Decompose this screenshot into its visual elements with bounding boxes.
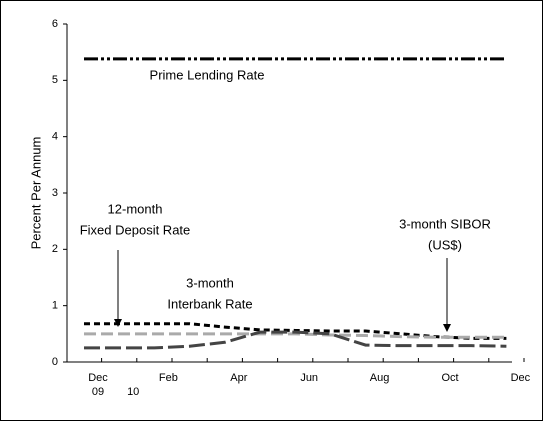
- y-tick-label: 6: [52, 18, 58, 30]
- annotation: 3-month SIBOR: [399, 216, 491, 231]
- x-tick-label: Feb: [159, 372, 178, 384]
- series-line: [84, 332, 507, 339]
- x-tick-label: Apr: [230, 372, 247, 384]
- y-tick-label: 5: [52, 74, 58, 86]
- annotation: 12-month: [108, 201, 163, 216]
- annotation: Prime Lending Rate: [150, 67, 265, 82]
- x-tick-label: Aug: [370, 372, 390, 384]
- y-tick-label: 2: [52, 243, 58, 255]
- annotation: Fixed Deposit Rate: [80, 222, 191, 237]
- x-year-label: 10: [127, 386, 139, 398]
- x-year-label: 09: [92, 386, 104, 398]
- x-tick-label: Dec: [88, 372, 108, 384]
- series-line: [84, 330, 507, 350]
- x-tick-label: Jun: [300, 372, 318, 384]
- y-tick-label: 0: [52, 356, 58, 368]
- y-tick-label: 3: [52, 187, 58, 199]
- x-tick-label: Oct: [441, 372, 458, 384]
- annotation: Interbank Rate: [167, 296, 252, 311]
- y-tick-label: 4: [52, 131, 58, 143]
- x-tick-label: Dec: [511, 372, 531, 384]
- annotation: 3-month: [186, 275, 234, 290]
- y-axis-label: Percent Per Annum: [28, 137, 43, 250]
- series-line: [84, 322, 507, 340]
- y-tick-label: 1: [52, 300, 58, 312]
- annotation: (US$): [428, 237, 462, 252]
